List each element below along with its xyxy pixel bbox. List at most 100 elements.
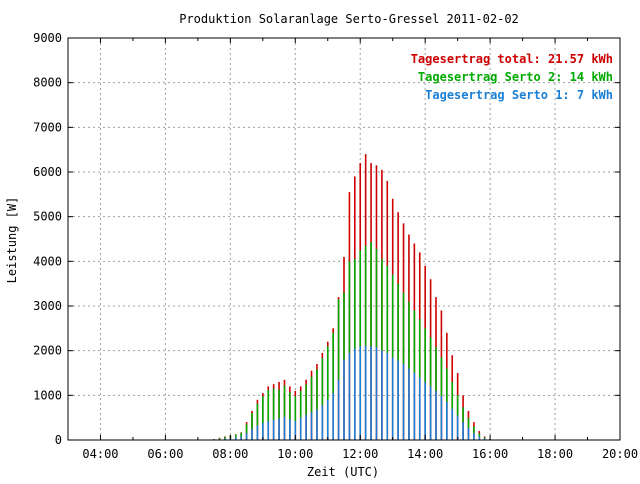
bar-serto-2	[322, 358, 324, 405]
y-tick-label: 6000	[33, 165, 62, 179]
bar-serto-2	[251, 413, 253, 429]
bar-serto-1	[338, 380, 340, 440]
bar-serto-1	[403, 364, 405, 440]
bar-serto-1	[284, 417, 286, 440]
bar-serto-2	[424, 328, 426, 382]
bar-serto-1	[327, 400, 329, 440]
bar-serto-1	[446, 402, 448, 440]
bar-serto-1	[365, 345, 367, 440]
x-tick-label: 08:00	[212, 447, 248, 461]
bar-serto-2	[338, 299, 340, 379]
bar-serto-2	[300, 391, 302, 418]
bar-serto-1	[430, 386, 432, 440]
legend-entry: Tagesertrag Serto 2: 14 kWh	[418, 70, 613, 84]
bar-serto-2	[289, 392, 291, 419]
y-tick-label: 7000	[33, 120, 62, 134]
bar-serto-2	[381, 259, 383, 351]
x-tick-label: 16:00	[472, 447, 508, 461]
bar-serto-2	[278, 390, 280, 419]
bar-serto-1	[349, 353, 351, 440]
bar-serto-2	[240, 433, 242, 437]
bar-serto-1	[424, 382, 426, 440]
bar-serto-1	[246, 433, 248, 440]
bar-serto-1	[392, 357, 394, 440]
chart-title: Produktion Solaranlage Serto-Gressel 201…	[179, 12, 519, 26]
bar-serto-1	[359, 346, 361, 440]
x-tick-label: 10:00	[277, 447, 313, 461]
bar-serto-2	[435, 347, 437, 391]
bar-serto-1	[278, 419, 280, 440]
bar-serto-1	[267, 421, 269, 440]
bar-serto-2	[354, 259, 356, 348]
bar-serto-1	[322, 405, 324, 440]
y-tick-label: 4000	[33, 254, 62, 268]
bar-serto-1	[408, 369, 410, 440]
x-tick-label: 14:00	[407, 447, 443, 461]
bar-serto-1	[240, 436, 242, 440]
bar-serto-2	[332, 333, 334, 393]
bar-serto-2	[359, 250, 361, 346]
bar-serto-1	[419, 377, 421, 440]
bar-serto-1	[441, 396, 443, 440]
bar-serto-1	[251, 429, 253, 440]
bar-serto-2	[294, 396, 296, 421]
bar-serto-1	[311, 412, 313, 440]
bar-serto-2	[414, 310, 416, 373]
bar-serto-2	[441, 357, 443, 396]
bar-serto-2	[246, 424, 248, 433]
bar-serto-1	[479, 436, 481, 440]
bar-serto-1	[457, 415, 459, 440]
bar-serto-2	[403, 293, 405, 364]
bar-serto-2	[451, 382, 453, 409]
y-tick-label: 3000	[33, 299, 62, 313]
bar-serto-2	[473, 427, 475, 434]
bar-serto-2	[284, 386, 286, 417]
y-tick-label: 2000	[33, 344, 62, 358]
bar-serto-1	[381, 351, 383, 440]
bar-serto-2	[457, 395, 459, 415]
bar-serto-1	[397, 360, 399, 440]
y-tick-label: 8000	[33, 76, 62, 90]
bar-serto-1	[386, 353, 388, 440]
bar-serto-2	[392, 275, 394, 358]
x-tick-label: 20:00	[602, 447, 638, 461]
y-tick-label: 0	[55, 433, 62, 447]
bar-serto-2	[370, 242, 372, 346]
bar-serto-1	[462, 422, 464, 440]
x-tick-label: 12:00	[342, 447, 378, 461]
bar-serto-1	[354, 348, 356, 440]
bar-serto-2	[219, 438, 221, 439]
bar-serto-1	[273, 420, 275, 440]
bar-serto-2	[365, 246, 367, 346]
legend-entry: Tagesertrag Serto 1: 7 kWh	[425, 88, 613, 102]
bar-serto-2	[419, 319, 421, 377]
bar-serto-1	[376, 347, 378, 440]
bar-serto-1	[300, 418, 302, 440]
bar-serto-2	[273, 389, 275, 420]
y-tick-label: 9000	[33, 31, 62, 45]
bar-serto-1	[473, 433, 475, 440]
bar-serto-2	[408, 302, 410, 369]
bar-serto-1	[370, 346, 372, 440]
bar-serto-2	[224, 437, 226, 439]
bar-serto-2	[430, 337, 432, 386]
bar-serto-2	[235, 435, 237, 438]
bar-serto-1	[332, 393, 334, 440]
bar-serto-2	[468, 418, 470, 428]
bar-serto-1	[289, 419, 291, 440]
bar-serto-2	[386, 266, 388, 353]
bar-serto-2	[316, 369, 318, 409]
bar-serto-2	[349, 261, 351, 353]
bar-serto-2	[305, 385, 307, 415]
bar-serto-2	[484, 437, 486, 438]
x-tick-label: 18:00	[537, 447, 573, 461]
x-tick-label: 06:00	[147, 447, 183, 461]
legend-entry: Tagesertrag total: 21.57 kWh	[411, 52, 613, 66]
bar-serto-2	[446, 369, 448, 403]
bar-serto-1	[414, 373, 416, 440]
x-tick-label: 04:00	[82, 447, 118, 461]
bar-serto-1	[451, 409, 453, 440]
bar-serto-2	[462, 407, 464, 422]
